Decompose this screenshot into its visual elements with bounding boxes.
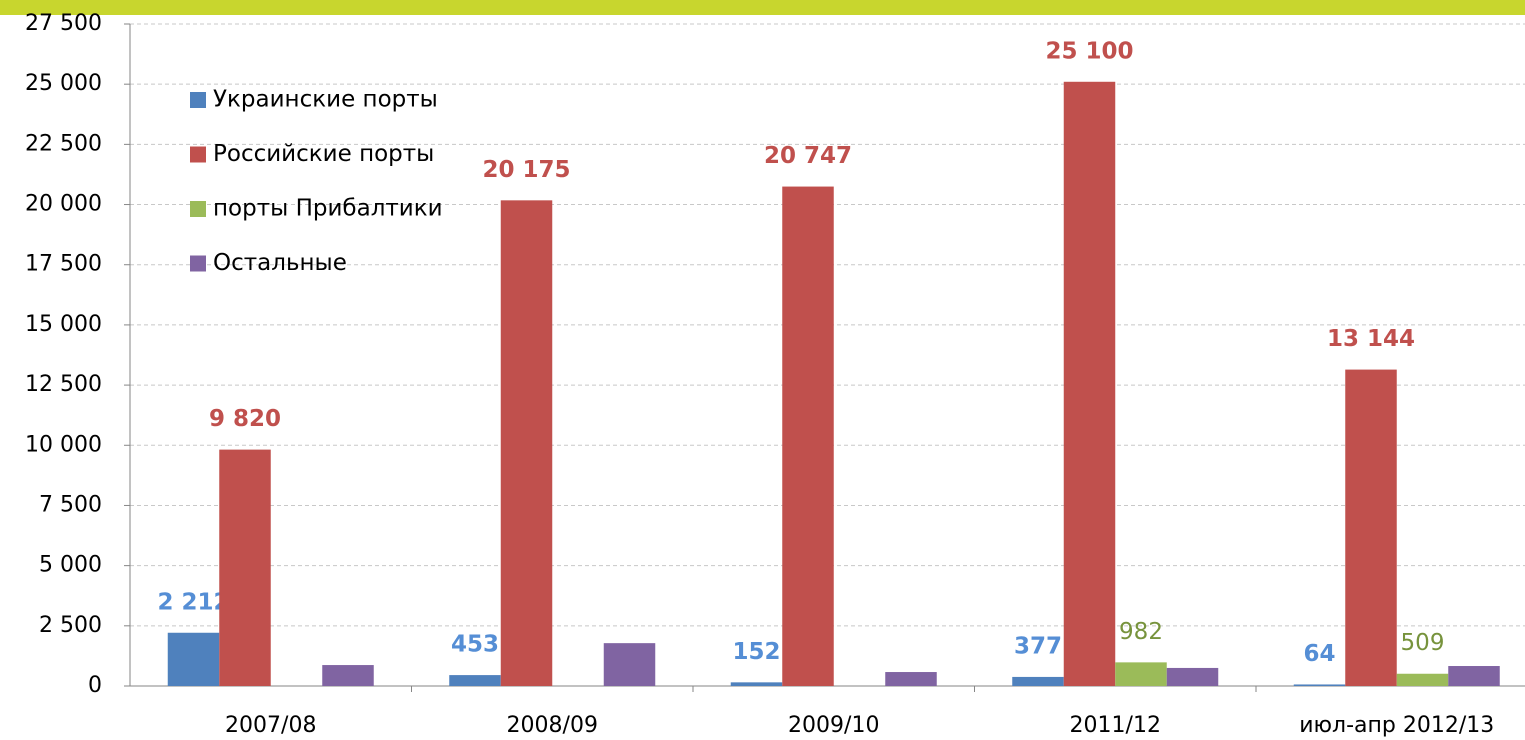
data-label: 13 144 — [1327, 326, 1415, 352]
legend-label: Российские порты — [213, 141, 434, 167]
bar — [1293, 684, 1346, 686]
bar — [322, 665, 374, 686]
y-tick-label: 10 000 — [25, 432, 102, 457]
x-tick-label: 2007/08 — [225, 713, 316, 738]
bar — [1115, 662, 1167, 686]
y-tick-label: 12 500 — [25, 372, 102, 397]
bar — [885, 672, 937, 686]
legend-label: Остальные — [213, 250, 347, 276]
data-label: 64 — [1303, 641, 1335, 667]
data-label: 152 — [732, 639, 780, 665]
bar — [500, 200, 553, 686]
data-label: 25 100 — [1045, 38, 1133, 64]
bar — [1063, 81, 1116, 687]
y-tick-label: 22 500 — [25, 131, 102, 156]
bar — [1012, 676, 1064, 686]
y-tick-label: 2 500 — [39, 613, 102, 638]
bar — [167, 632, 220, 686]
bar — [1345, 369, 1397, 686]
bar — [1396, 673, 1449, 686]
x-tick-label: 2008/09 — [507, 713, 598, 738]
data-label: 377 — [1014, 633, 1062, 659]
legend-swatch — [190, 92, 206, 108]
x-tick-label: июл-апр 2012/13 — [1299, 713, 1494, 738]
bar — [219, 449, 271, 686]
data-label: 9 820 — [209, 406, 281, 432]
y-tick-label: 25 000 — [25, 71, 102, 96]
bar — [782, 186, 834, 687]
legend-label: Украинские порты — [213, 87, 438, 113]
legend-swatch — [190, 255, 206, 272]
y-tick-label: 5 000 — [39, 553, 102, 578]
data-label: 982 — [1119, 619, 1163, 645]
bar — [603, 643, 656, 686]
bar — [1448, 666, 1500, 686]
x-tick-label: 2009/10 — [788, 713, 879, 738]
bar — [1166, 667, 1219, 686]
y-tick-label: 0 — [88, 673, 102, 698]
bar — [449, 675, 501, 686]
y-tick-label: 15 000 — [25, 312, 102, 337]
x-tick-label: 2011/12 — [1070, 713, 1161, 738]
data-label: 509 — [1401, 630, 1445, 656]
data-label: 2 212 — [157, 589, 229, 615]
data-label: 453 — [451, 632, 499, 658]
y-tick-label: 20 000 — [25, 192, 102, 217]
y-tick-label: 7 500 — [39, 492, 102, 517]
y-tick-label: 17 500 — [25, 252, 102, 277]
legend-label: порты Прибалтики — [213, 196, 443, 222]
data-label: 20 747 — [764, 143, 852, 169]
y-tick-label: 27 500 — [25, 11, 102, 36]
legend-swatch — [190, 146, 206, 163]
bar — [730, 682, 783, 686]
header-band — [0, 0, 1525, 15]
data-label: 20 175 — [482, 157, 570, 183]
legend-swatch — [190, 201, 206, 217]
